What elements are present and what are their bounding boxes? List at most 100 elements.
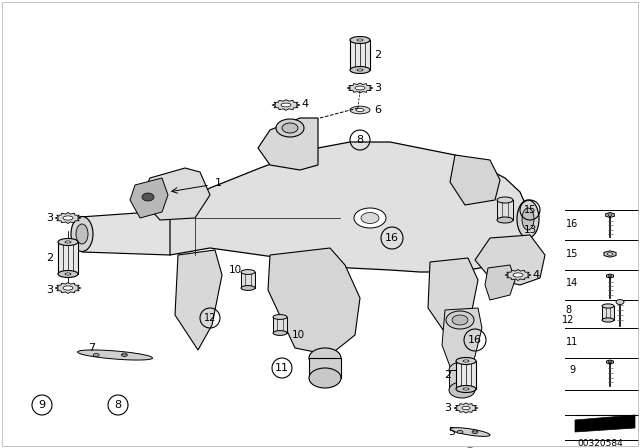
Text: 6: 6 (374, 105, 381, 115)
Ellipse shape (122, 353, 126, 355)
Polygon shape (442, 308, 482, 372)
Polygon shape (605, 212, 614, 217)
Polygon shape (55, 212, 81, 224)
Ellipse shape (350, 66, 370, 73)
Text: 5: 5 (449, 427, 456, 437)
Ellipse shape (282, 123, 298, 133)
Ellipse shape (452, 315, 468, 325)
Polygon shape (609, 361, 612, 363)
Polygon shape (505, 270, 531, 280)
Text: 15: 15 (524, 205, 536, 215)
Polygon shape (428, 258, 478, 340)
Ellipse shape (602, 304, 614, 308)
Text: 16: 16 (385, 233, 399, 243)
Text: 9: 9 (38, 400, 45, 410)
Polygon shape (609, 275, 612, 277)
Ellipse shape (522, 208, 534, 230)
Polygon shape (170, 142, 528, 272)
Ellipse shape (65, 273, 71, 275)
Text: 1: 1 (214, 178, 221, 188)
Text: 8: 8 (356, 135, 364, 145)
Polygon shape (607, 253, 613, 255)
Text: 9: 9 (569, 365, 575, 375)
Bar (497, 200, 513, 220)
Polygon shape (450, 155, 500, 205)
Ellipse shape (273, 314, 287, 319)
Polygon shape (281, 103, 291, 107)
Bar (456, 361, 476, 389)
Text: 11: 11 (566, 337, 578, 347)
Ellipse shape (449, 362, 475, 378)
Polygon shape (462, 406, 470, 409)
Text: 8: 8 (115, 400, 122, 410)
Ellipse shape (497, 197, 513, 203)
Ellipse shape (309, 348, 341, 368)
Ellipse shape (456, 385, 476, 392)
Ellipse shape (463, 388, 469, 390)
Ellipse shape (58, 271, 78, 277)
Polygon shape (272, 99, 300, 110)
Polygon shape (608, 214, 612, 216)
Text: 3: 3 (47, 285, 54, 295)
Ellipse shape (473, 430, 477, 432)
Bar (241, 272, 255, 288)
Text: 00320584: 00320584 (577, 439, 623, 448)
Ellipse shape (122, 353, 127, 357)
Ellipse shape (142, 193, 154, 201)
Ellipse shape (446, 311, 474, 329)
Polygon shape (450, 428, 490, 436)
Ellipse shape (241, 270, 255, 274)
Ellipse shape (350, 36, 370, 43)
Ellipse shape (76, 224, 88, 244)
Polygon shape (130, 178, 168, 218)
Polygon shape (475, 235, 545, 285)
Text: 12: 12 (204, 313, 216, 323)
Ellipse shape (276, 119, 304, 137)
Text: 16: 16 (566, 219, 578, 229)
Ellipse shape (361, 212, 379, 224)
Text: 4: 4 (301, 99, 308, 109)
Text: 2: 2 (444, 370, 452, 380)
Ellipse shape (616, 300, 624, 305)
Polygon shape (258, 118, 318, 170)
Text: 3: 3 (445, 403, 451, 413)
Polygon shape (355, 86, 365, 90)
Ellipse shape (463, 360, 469, 362)
Bar (350, 40, 370, 70)
Text: 11: 11 (275, 363, 289, 373)
Ellipse shape (93, 353, 99, 357)
Text: 3: 3 (47, 213, 54, 223)
Ellipse shape (354, 208, 386, 228)
Polygon shape (607, 360, 614, 364)
Text: 14: 14 (566, 278, 578, 288)
Ellipse shape (456, 358, 476, 365)
Polygon shape (454, 403, 478, 413)
Polygon shape (347, 83, 373, 93)
Ellipse shape (58, 238, 78, 246)
Ellipse shape (273, 331, 287, 336)
Polygon shape (63, 286, 73, 290)
Bar (58, 242, 78, 274)
Text: 3: 3 (374, 83, 381, 93)
Polygon shape (449, 370, 475, 390)
Polygon shape (485, 265, 515, 300)
Polygon shape (513, 273, 523, 277)
Ellipse shape (602, 318, 614, 322)
Ellipse shape (71, 216, 93, 251)
Ellipse shape (497, 217, 513, 223)
Polygon shape (63, 216, 73, 220)
Polygon shape (309, 358, 341, 378)
Polygon shape (350, 106, 370, 114)
Ellipse shape (457, 431, 463, 434)
Polygon shape (175, 250, 222, 350)
Ellipse shape (65, 241, 71, 243)
Ellipse shape (357, 69, 363, 71)
Polygon shape (55, 283, 81, 293)
Text: 16: 16 (468, 335, 482, 345)
Ellipse shape (472, 431, 478, 434)
Text: 10: 10 (228, 265, 241, 275)
Ellipse shape (517, 200, 539, 238)
Text: 12: 12 (562, 315, 574, 325)
Polygon shape (356, 108, 364, 112)
Polygon shape (72, 210, 195, 255)
